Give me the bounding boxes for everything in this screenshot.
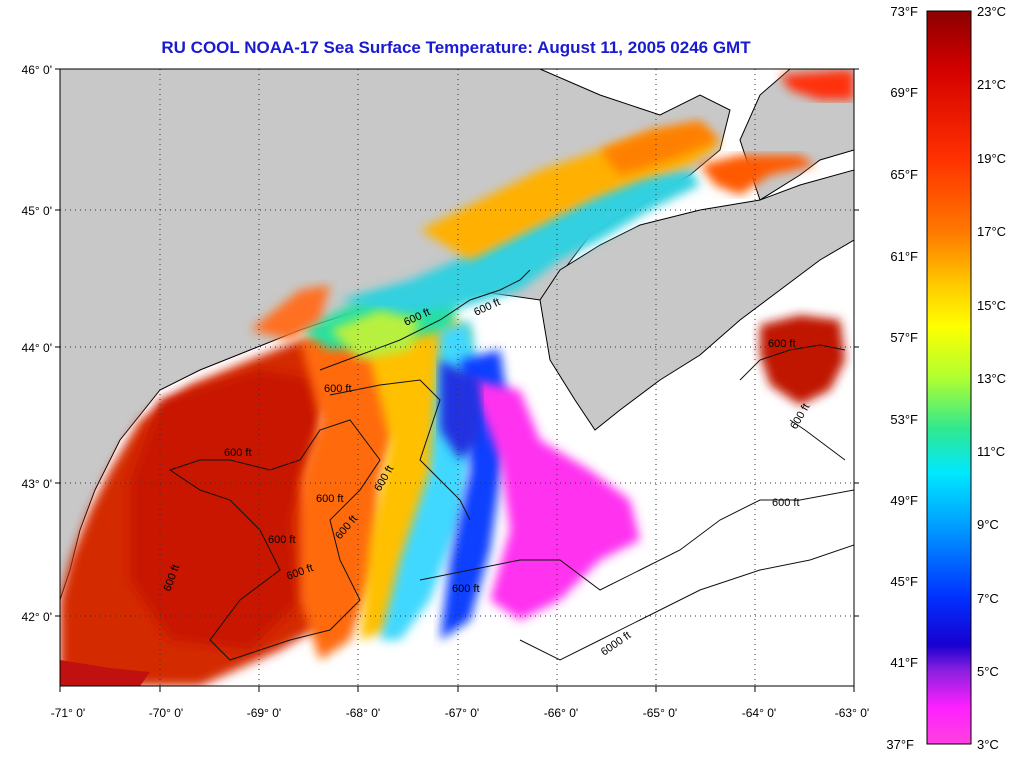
colorbar-f-label: 53°F — [890, 412, 918, 427]
map-title: RU COOL NOAA-17 Sea Surface Temperature:… — [161, 38, 751, 57]
colorbar-f-label: 57°F — [890, 330, 918, 345]
isobath-label: 600 ft — [268, 534, 296, 546]
lon-label: -66° 0' — [544, 706, 578, 720]
colorbar-c-label: 19°C — [977, 151, 1006, 166]
colorbar-c-label: 9°C — [977, 517, 999, 532]
lon-label: -70° 0' — [149, 706, 183, 720]
lon-label: -68° 0' — [346, 706, 380, 720]
lon-label: -65° 0' — [643, 706, 677, 720]
colorbar-c-label: 21°C — [977, 77, 1006, 92]
colorbar-c-label: 13°C — [977, 371, 1006, 386]
temperature-colorbar: 73°F 69°F 65°F 61°F 57°F 53°F 49°F 45°F … — [886, 4, 1006, 752]
lon-label: -67° 0' — [445, 706, 479, 720]
isobath-label: 600 ft — [452, 583, 480, 595]
lon-label: -71° 0' — [51, 706, 85, 720]
isobath-label: 600 ft — [224, 447, 252, 459]
colorbar-c-label: 17°C — [977, 224, 1006, 239]
lat-label: 43° 0' — [22, 477, 52, 491]
map-area: 600 ft 600 ft 600 ft 600 ft 600 ft 600 f… — [60, 69, 854, 686]
sst-field — [60, 70, 854, 686]
colorbar-c-label: 11°C — [977, 444, 1005, 459]
isobath-label: 600 ft — [772, 497, 800, 509]
colorbar-f-label: 45°F — [890, 574, 918, 589]
lat-label: 45° 0' — [22, 204, 52, 218]
colorbar-c-label: 3°C — [977, 737, 999, 752]
isobath-label: 600 ft — [324, 383, 352, 395]
colorbar-f-label: 65°F — [890, 167, 918, 182]
colorbar-f-label: 61°F — [890, 249, 918, 264]
colorbar-f-label: 41°F — [890, 655, 918, 670]
colorbar-c-label: 7°C — [977, 591, 999, 606]
nova-scotia — [539, 169, 854, 431]
isobath-label: 600 ft — [768, 338, 796, 350]
colorbar-f-label: 73°F — [890, 4, 918, 19]
colorbar-c-label: 23°C — [977, 4, 1006, 19]
lat-label: 46° 0' — [22, 63, 52, 77]
colorbar-c-label: 15°C — [977, 298, 1006, 313]
colorbar-f-label: 69°F — [890, 85, 918, 100]
axis-ticks — [55, 68, 859, 692]
lon-label: -69° 0' — [247, 706, 281, 720]
isobath-label: 600 ft — [316, 493, 344, 505]
colorbar-f-label: 49°F — [890, 493, 918, 508]
lat-label: 42° 0' — [22, 610, 52, 624]
map-frame — [59, 68, 855, 687]
colorbar-scale — [926, 10, 972, 745]
lon-label: -63° 0' — [835, 706, 869, 720]
lat-label: 44° 0' — [22, 341, 52, 355]
isobaths — [168, 269, 854, 661]
lon-label: -64° 0' — [742, 706, 776, 720]
colorbar-f-label: 37°F — [886, 737, 914, 752]
colorbar-c-label: 5°C — [977, 664, 999, 679]
